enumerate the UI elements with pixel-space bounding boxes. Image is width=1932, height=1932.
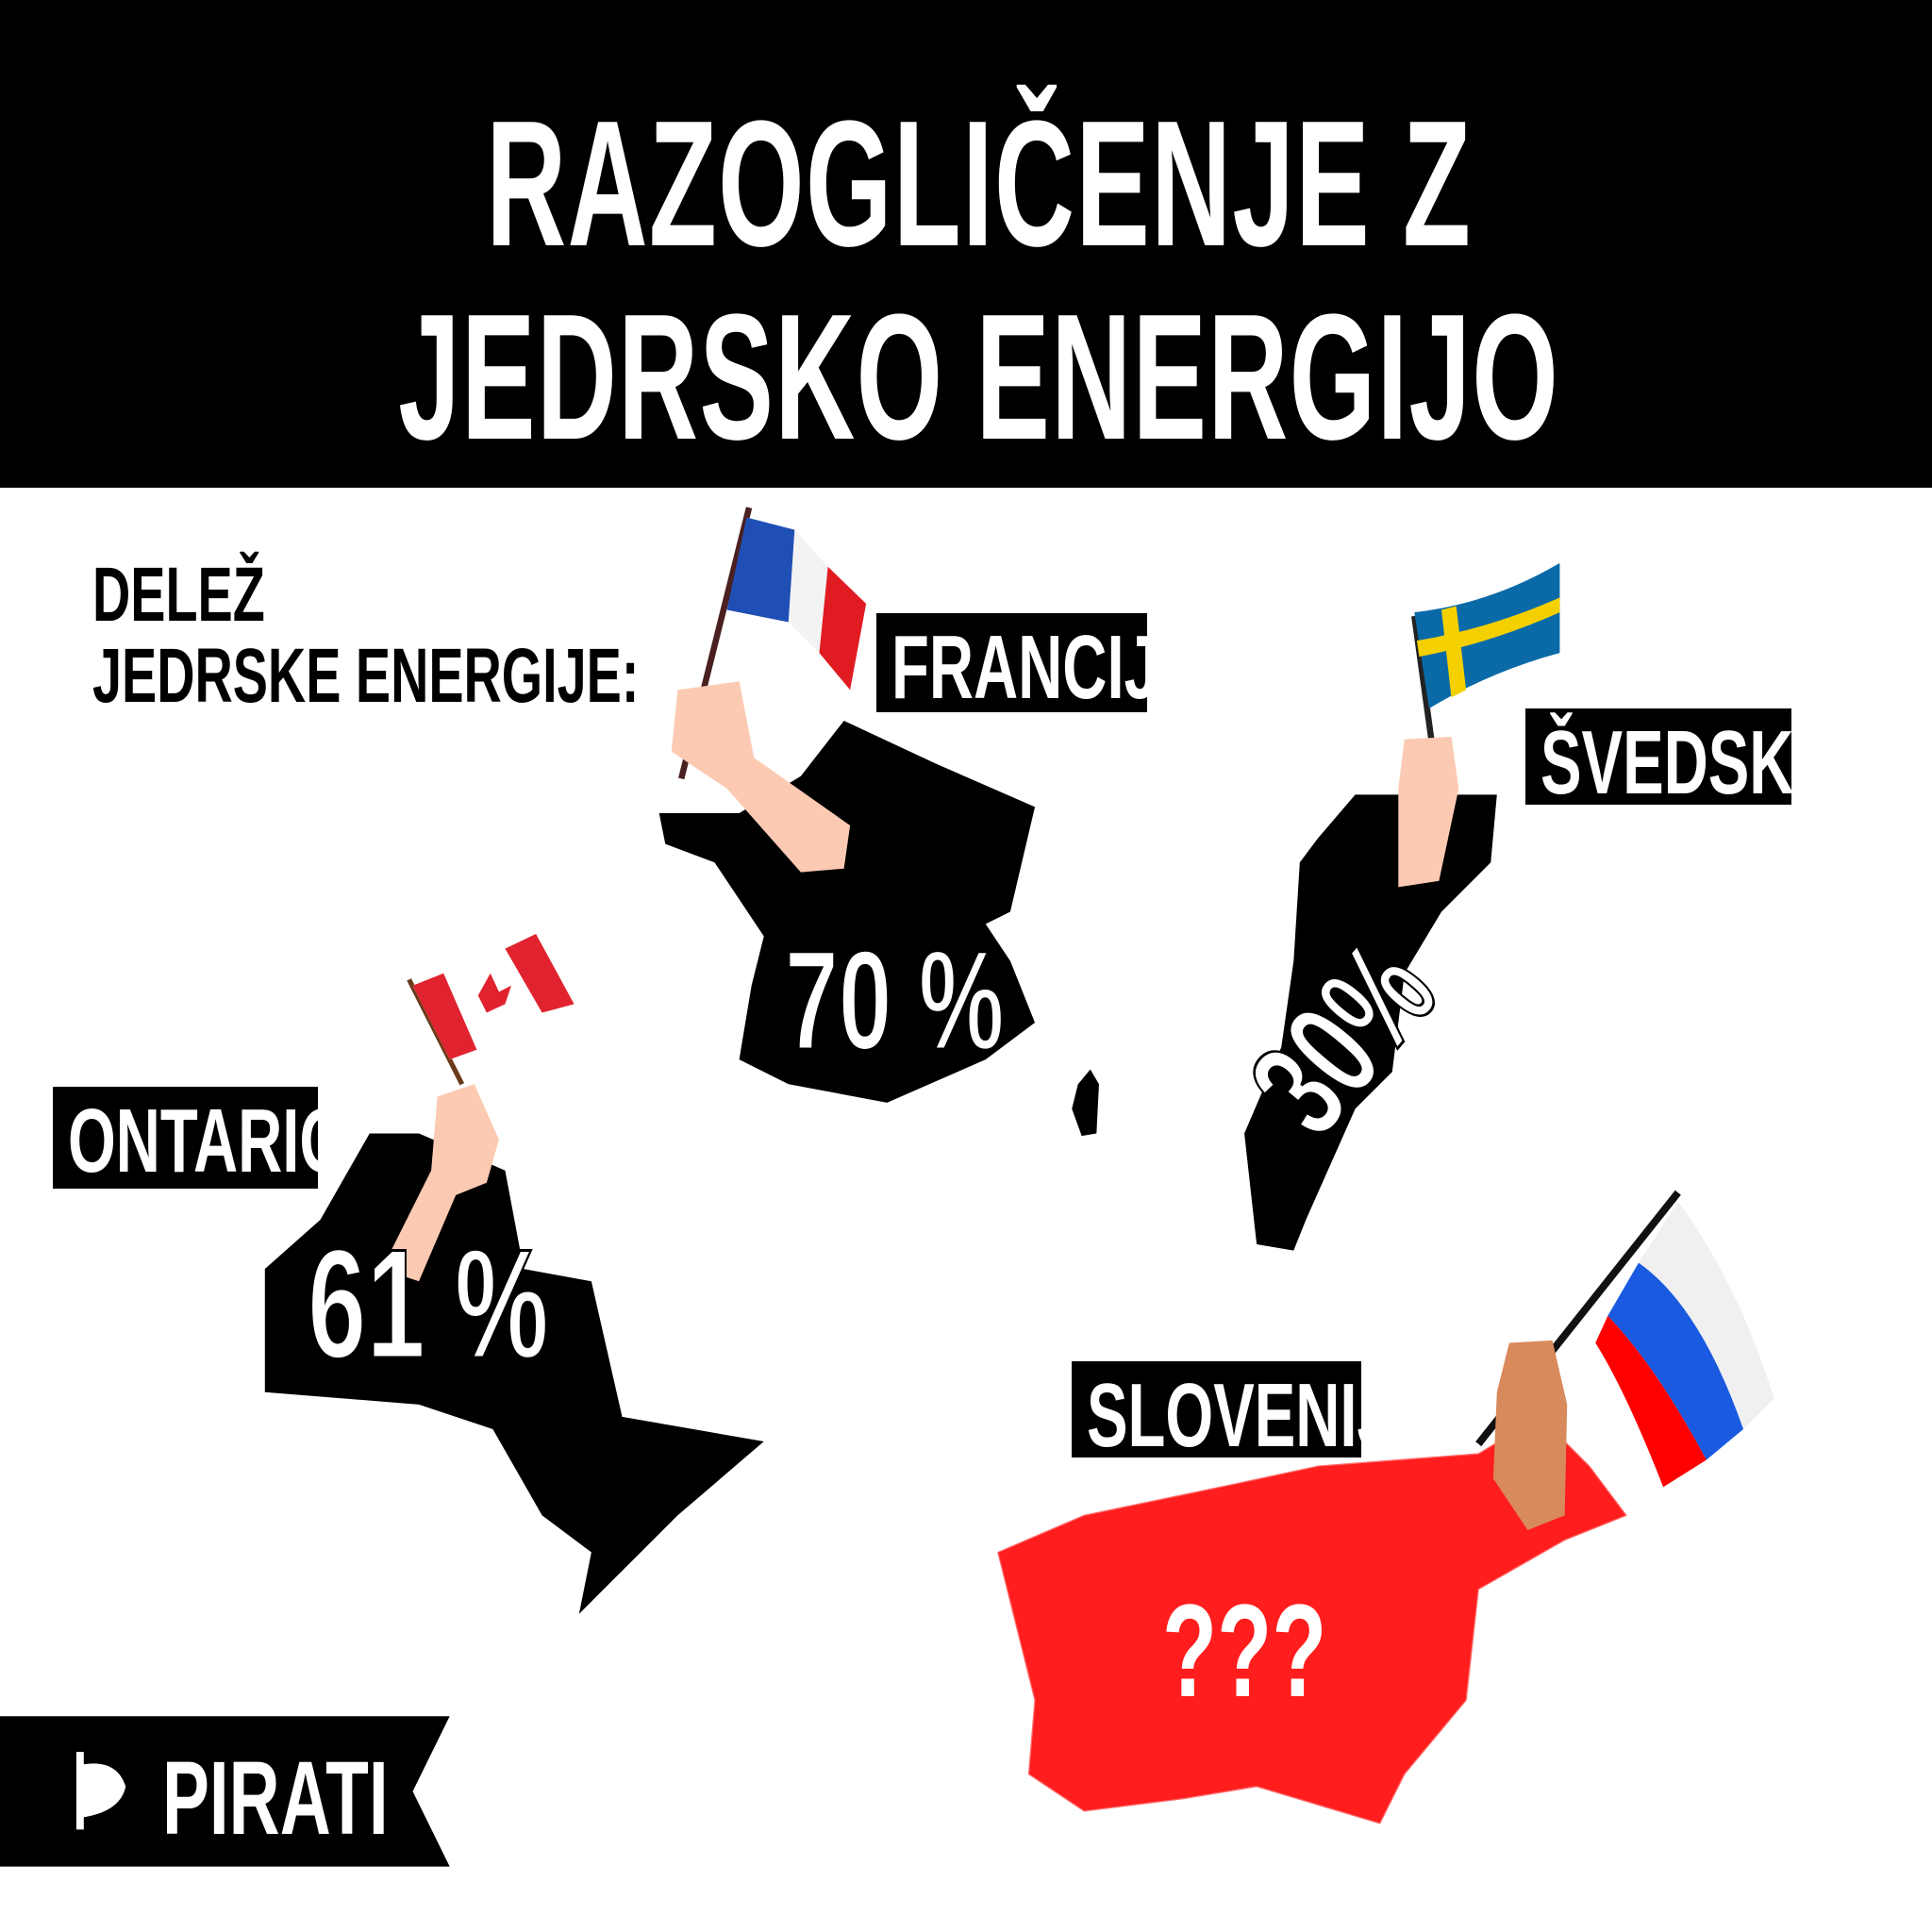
value-slovenija: ???: [1162, 1585, 1405, 1717]
value-ontario-text: 61 %: [307, 1217, 550, 1391]
subtitle-line-1-text: DELEŽ: [92, 552, 265, 638]
title-line-2: JEDRSKO ENERGIJO: [398, 277, 1560, 477]
canada-flag-icon: [407, 933, 575, 1086]
brand-name-text: PIRATI: [162, 1740, 389, 1857]
slovenia-flag-icon: [1475, 1190, 1774, 1488]
title-line-1: RAZOGLIČENJE Z: [486, 84, 1473, 284]
subtitle-line-2-text: JEDRSKE ENERGIJE:: [92, 633, 640, 719]
france-flag-icon: [678, 507, 867, 780]
hand-icon: [1492, 1340, 1568, 1531]
brand-name: PIRATI: [162, 1747, 494, 1851]
pirate-logo-icon: [75, 1752, 126, 1830]
hand-icon: [671, 681, 851, 873]
value-ontario: 61 %: [307, 1217, 662, 1391]
subtitle-line-1: DELEŽ: [92, 557, 346, 634]
brand-ribbon: [0, 1716, 450, 1867]
country-name-slovenija: SLOVENIJA: [1087, 1365, 1361, 1458]
value-francija: 70 %: [784, 921, 1108, 1079]
country-label-ontario: ONTARIO: [53, 1087, 318, 1189]
slovenia-map: [997, 1416, 1627, 1824]
hand-icon: [1398, 736, 1459, 888]
value-francija-text: 70 %: [784, 921, 1006, 1079]
country-name-ontario: ONTARIO: [68, 1091, 318, 1189]
sweden-map: [1244, 794, 1497, 1251]
country-label-francija: FRANCIJA: [876, 613, 1147, 712]
header-banner: RAZOGLIČENJE Z JEDRSKO ENERGIJO: [0, 0, 1932, 488]
corsica-map: [1072, 1069, 1099, 1137]
hand-icon: [381, 1084, 499, 1282]
country-label-slovenija: SLOVENIJA: [1072, 1361, 1361, 1457]
value-slovenija-text: ???: [1162, 1576, 1327, 1724]
country-name-francija: FRANCIJA: [891, 617, 1147, 713]
country-name-svedska: ŠVEDSKA: [1541, 712, 1791, 806]
subtitle-line-2: JEDRSKE ENERGIJE:: [92, 638, 896, 715]
country-label-svedska: ŠVEDSKA: [1525, 708, 1791, 805]
